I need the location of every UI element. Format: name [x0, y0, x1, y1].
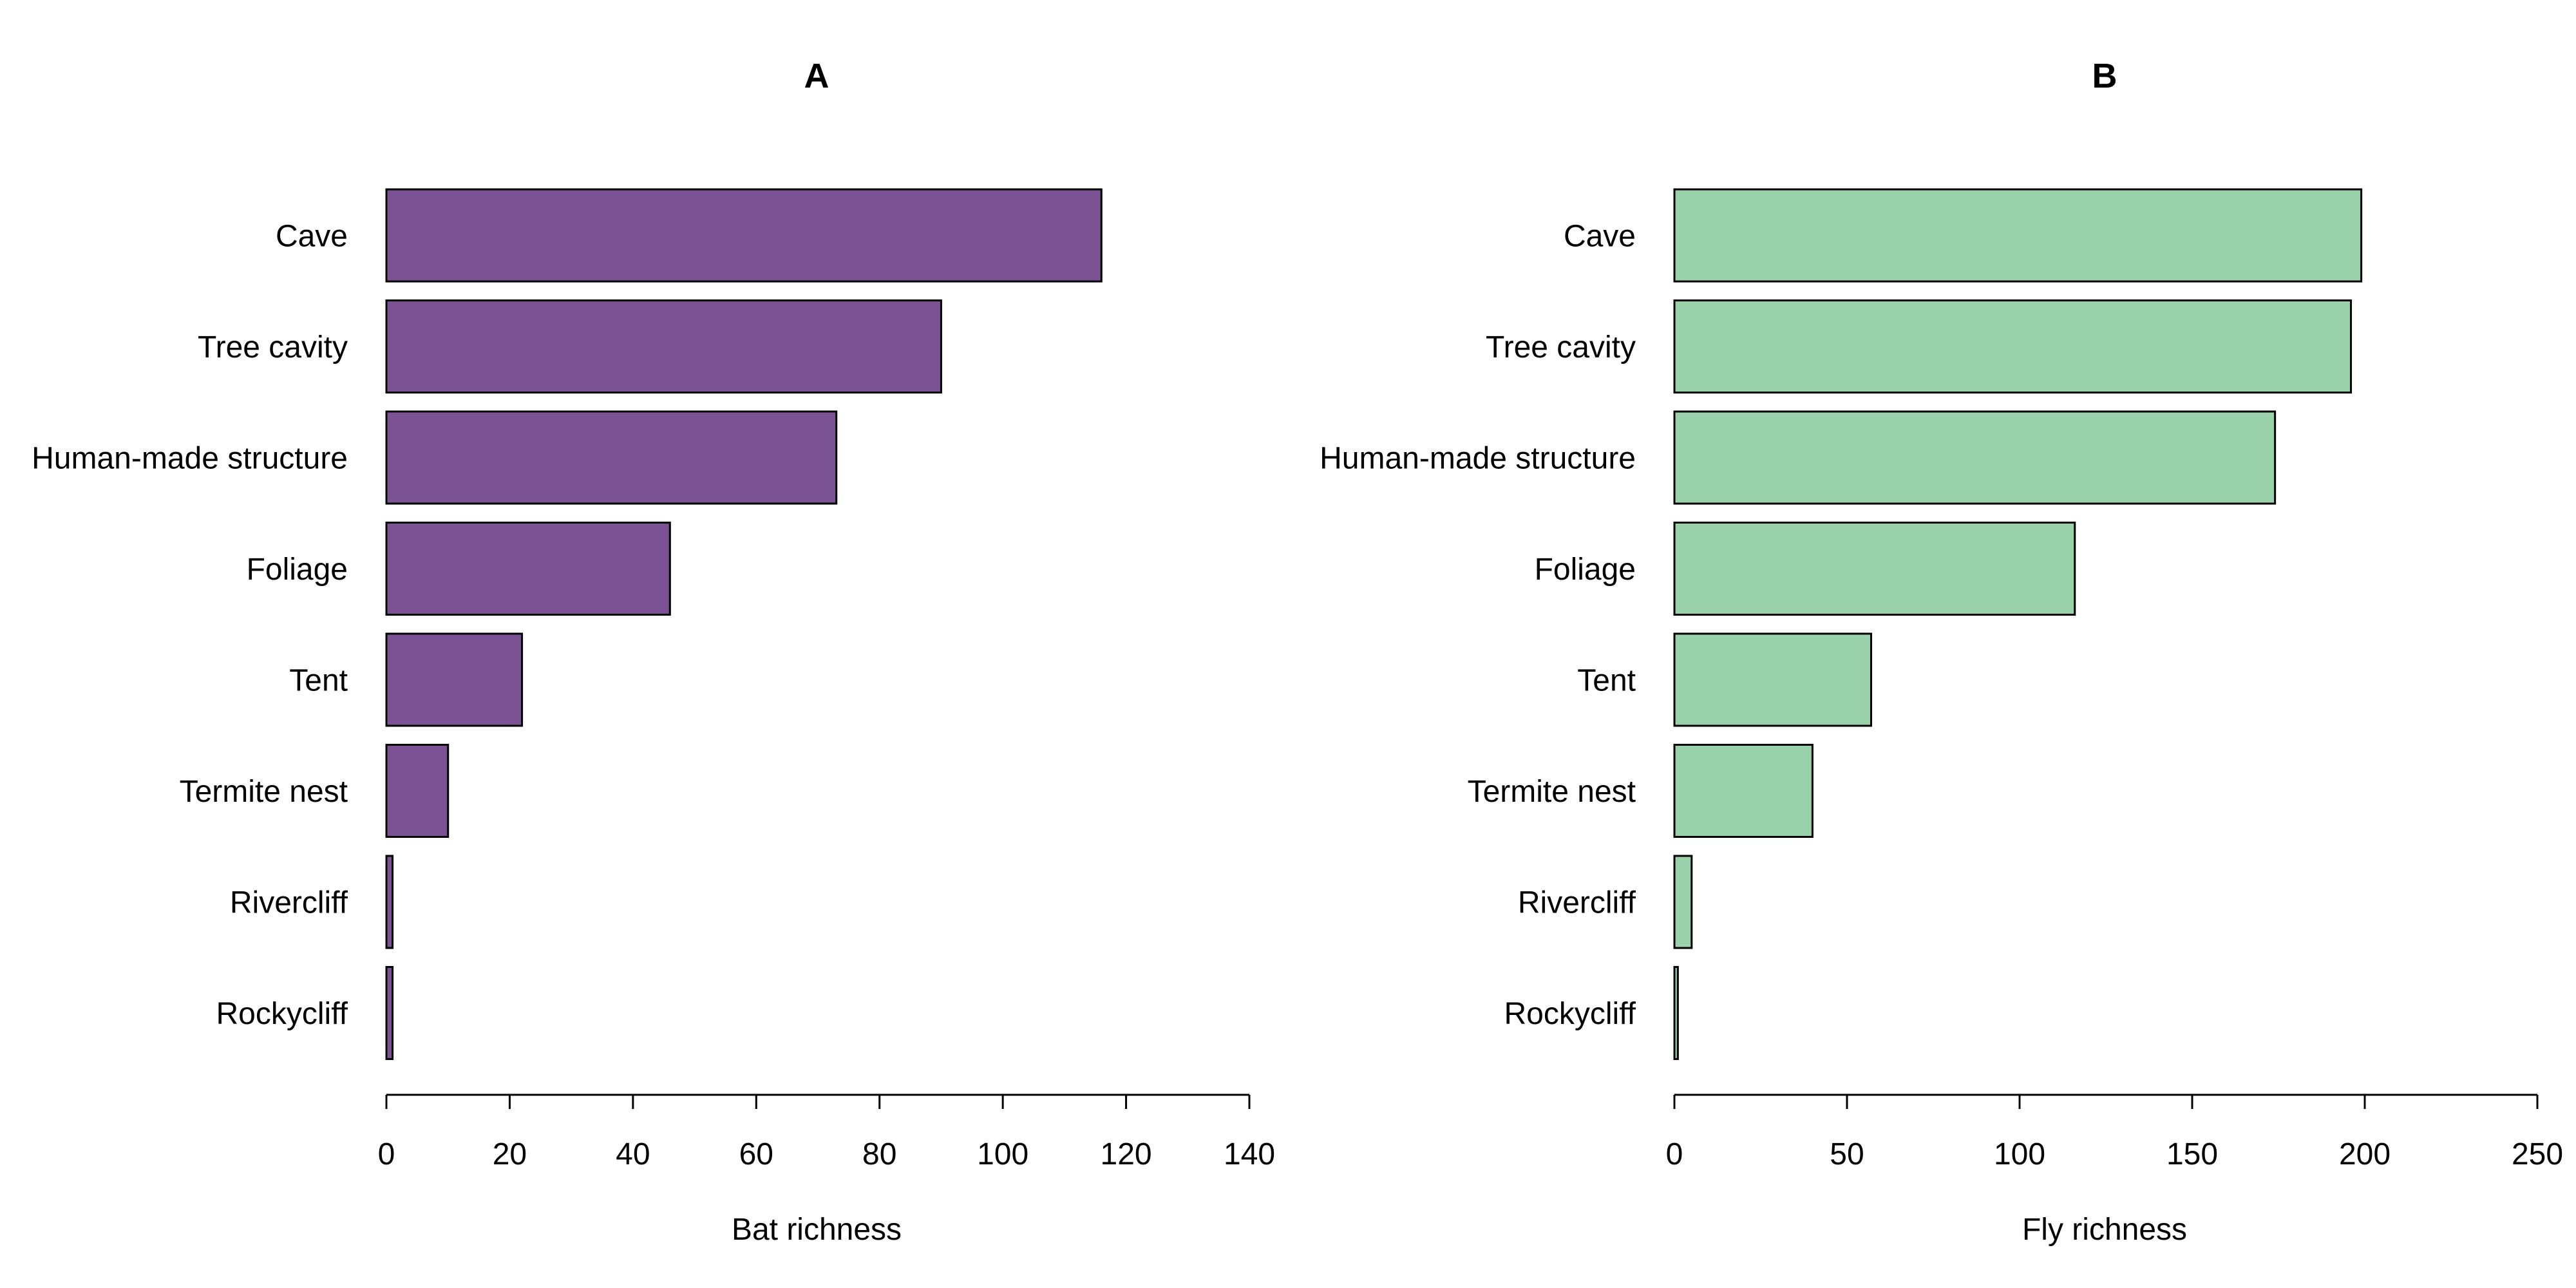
category-label-human-made-structure: Human-made structure — [1320, 442, 1636, 476]
x-tick-label: 140 — [1224, 1137, 1275, 1171]
x-tick-label: 0 — [378, 1137, 395, 1171]
bar-termite-nest — [1673, 744, 1814, 838]
bar-termite-nest — [385, 744, 450, 838]
x-tick-label: 40 — [616, 1137, 650, 1171]
bar-foliage — [385, 522, 671, 616]
panel-b: B Cave Tree cavity Human-made structure Foli… — [1320, 57, 2563, 1247]
x-tick-label: 60 — [739, 1137, 773, 1171]
category-label-rivercliff: Rivercliff — [230, 886, 348, 920]
category-label-rockycliff: Rockycliff — [1504, 997, 1636, 1031]
x-tick-label: 20 — [493, 1137, 527, 1171]
x-tick-label: 250 — [2512, 1137, 2563, 1171]
bar-rockycliff — [1673, 966, 1679, 1060]
category-label-human-made-structure: Human-made structure — [32, 442, 348, 476]
category-label-cave: Cave — [276, 220, 348, 254]
x-tick-label: 80 — [862, 1137, 896, 1171]
bar-cave — [385, 188, 1103, 283]
category-label-tree-cavity: Tree cavity — [1486, 330, 1636, 365]
x-tick-label: 100 — [1994, 1137, 2045, 1171]
category-label-rockycliff: Rockycliff — [216, 997, 348, 1031]
panel-title-b: B — [2092, 57, 2117, 95]
bar-tree-cavity — [1673, 299, 2353, 393]
x-axis-label: Bat richness — [732, 1213, 902, 1247]
category-label-rivercliff: Rivercliff — [1518, 886, 1636, 920]
x-axis-label: Fly richness — [2022, 1213, 2187, 1247]
bar-rivercliff — [1673, 855, 1693, 949]
bar-rockycliff — [385, 966, 394, 1060]
category-label-tree-cavity: Tree cavity — [198, 330, 348, 365]
x-tick-label: 150 — [2166, 1137, 2218, 1171]
x-tick-label: 200 — [2339, 1137, 2391, 1171]
category-label-foliage: Foliage — [1535, 553, 1636, 587]
x-tick-label: 50 — [1830, 1137, 1864, 1171]
bar-cave — [1673, 188, 2363, 283]
x-tick-label: 120 — [1101, 1137, 1152, 1171]
x-tick-label: 0 — [1666, 1137, 1683, 1171]
category-label-cave: Cave — [1564, 220, 1636, 254]
x-tick-label: 100 — [977, 1137, 1028, 1171]
panel-title-a: A — [804, 57, 829, 95]
category-label-termite-nest: Termite nest — [1468, 775, 1636, 809]
bar-tree-cavity — [385, 299, 942, 393]
bar-human-made-structure — [385, 410, 838, 505]
category-label-termite-nest: Termite nest — [180, 775, 348, 809]
bar-rivercliff — [385, 855, 394, 949]
category-label-tent: Tent — [289, 664, 348, 698]
bar-tent — [1673, 632, 1873, 727]
bar-foliage — [1673, 522, 2076, 616]
category-label-foliage: Foliage — [247, 553, 348, 587]
category-label-tent: Tent — [1577, 664, 1636, 698]
bar-tent — [385, 632, 524, 727]
bar-human-made-structure — [1673, 410, 2277, 505]
panel-a: A Cave Tree cavity Human-made structure Foli… — [32, 57, 1275, 1247]
